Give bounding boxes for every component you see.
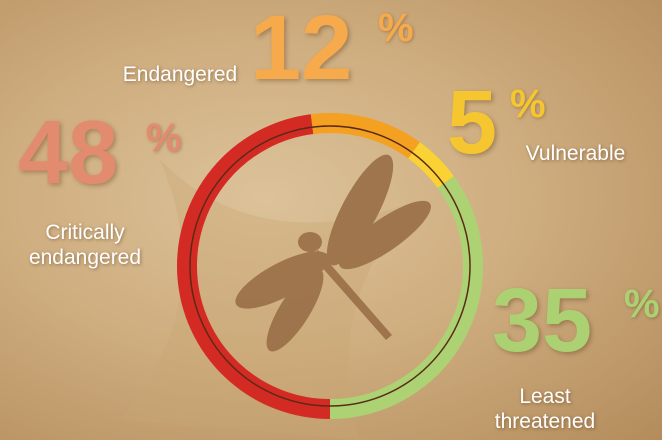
unit-label: % — [624, 284, 660, 324]
category-label: Least threatened — [480, 384, 610, 434]
unit-label: % — [510, 84, 546, 124]
infographic: 48% Critically endangered 12% Endangered 5% V… — [0, 0, 662, 440]
value-label: 5 — [447, 78, 497, 168]
value-label: 48 — [18, 108, 118, 198]
category-label: Endangered — [105, 62, 255, 87]
value-label: 35 — [492, 276, 592, 366]
donut-segment — [312, 123, 414, 150]
category-label: Critically endangered — [10, 220, 160, 270]
donut-segment — [414, 150, 446, 182]
value-label: 12 — [250, 2, 352, 94]
unit-label: % — [378, 8, 414, 48]
unit-label: % — [146, 118, 182, 158]
category-label: Vulnerable — [508, 141, 643, 166]
